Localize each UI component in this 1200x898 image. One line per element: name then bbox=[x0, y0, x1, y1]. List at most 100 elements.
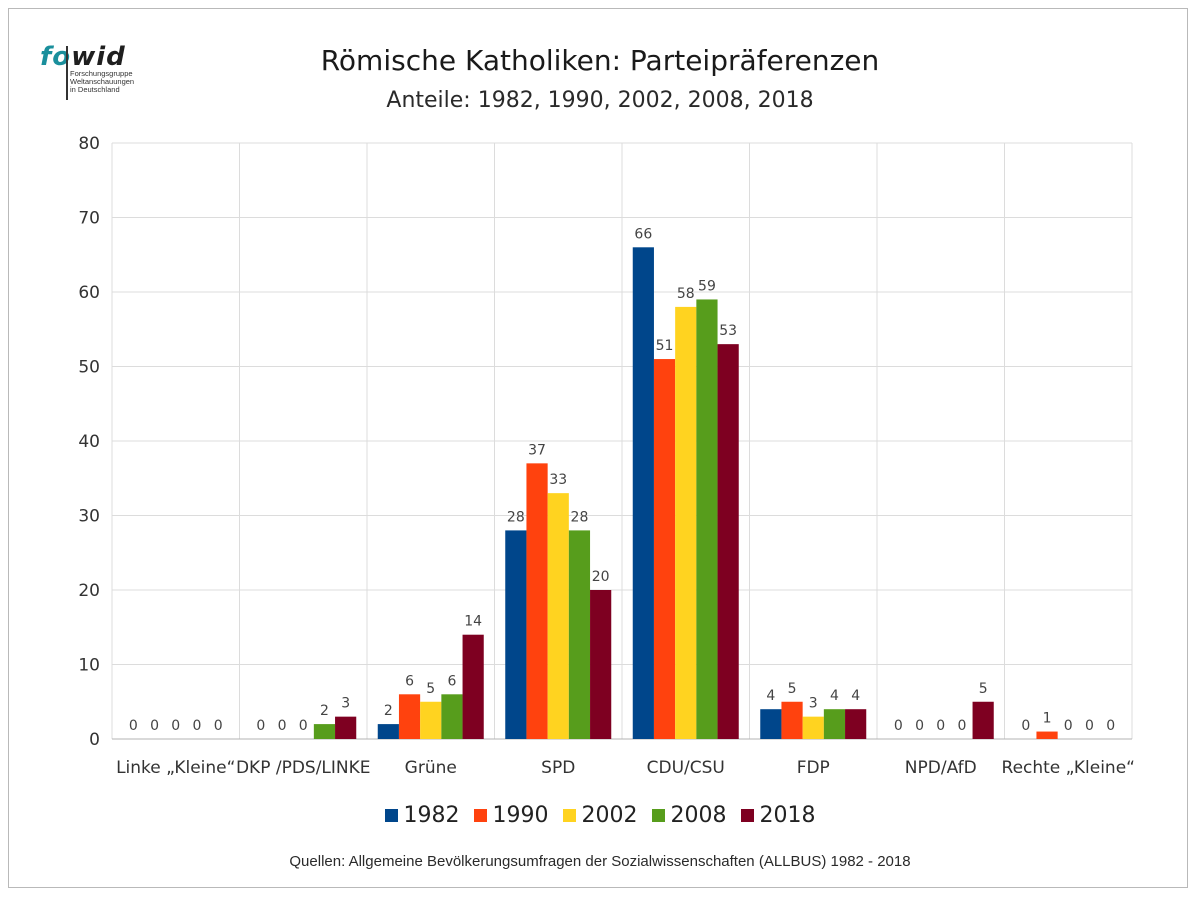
bar-2018 bbox=[845, 709, 867, 739]
bar-2008 bbox=[568, 530, 591, 739]
x-tick-label: FDP bbox=[797, 758, 830, 778]
data-label: 0 bbox=[129, 718, 138, 734]
data-label: 6 bbox=[447, 673, 456, 689]
bar-1982 bbox=[377, 724, 399, 739]
data-label: 58 bbox=[677, 286, 695, 302]
legend-item: 2002 bbox=[562, 803, 638, 828]
data-label: 5 bbox=[426, 681, 435, 697]
bar-2002 bbox=[675, 306, 697, 739]
y-tick-label: 0 bbox=[89, 730, 100, 750]
fowid-logo: fowid Forschungsgruppe Weltanschauungen … bbox=[40, 42, 135, 100]
x-tick-label: SPD bbox=[541, 758, 575, 778]
legend-item: 2008 bbox=[651, 803, 727, 828]
bar-2002 bbox=[547, 493, 569, 739]
y-tick-label: 50 bbox=[78, 358, 100, 378]
legend-swatch bbox=[473, 809, 487, 822]
x-tick-label: Grüne bbox=[405, 758, 457, 778]
bar-2008 bbox=[441, 694, 463, 739]
logo-wordmark: fowid bbox=[40, 42, 126, 72]
legend-label: 2008 bbox=[670, 803, 727, 828]
data-label: 1 bbox=[1043, 711, 1052, 727]
data-label: 0 bbox=[915, 718, 924, 734]
legend-item: 2018 bbox=[740, 803, 816, 828]
legend-label: 2018 bbox=[759, 803, 816, 828]
data-label: 0 bbox=[256, 718, 265, 734]
data-label: 5 bbox=[788, 681, 797, 697]
chart-subtitle: Anteile: 1982, 1990, 2002, 2008, 2018 bbox=[386, 88, 814, 113]
logo-line-1: Forschungsgruppe bbox=[70, 69, 133, 78]
data-label: 0 bbox=[1021, 718, 1030, 734]
bar-1990 bbox=[1036, 731, 1058, 739]
x-tick-label: DKP /PDS/LINKE bbox=[236, 758, 371, 778]
bar-1982 bbox=[632, 247, 654, 740]
data-label: 0 bbox=[278, 718, 287, 734]
bar-1990 bbox=[398, 694, 421, 739]
data-label: 20 bbox=[592, 569, 610, 585]
x-tick-label: CDU/CSU bbox=[647, 758, 725, 778]
source-note: Quellen: Allgemeine Bevölkerungsumfragen… bbox=[289, 853, 911, 870]
data-label: 14 bbox=[464, 614, 482, 630]
data-label: 28 bbox=[507, 509, 525, 525]
data-label: 0 bbox=[192, 718, 201, 734]
data-label: 28 bbox=[571, 509, 589, 525]
logo-line-2: Weltanschauungen bbox=[70, 77, 135, 86]
data-label: 0 bbox=[894, 718, 903, 734]
bar-2018 bbox=[972, 701, 994, 739]
y-tick-label: 60 bbox=[78, 283, 100, 303]
data-label: 66 bbox=[634, 226, 652, 242]
bar-2018 bbox=[335, 716, 357, 739]
bar-1982 bbox=[505, 530, 527, 739]
bar-2018 bbox=[717, 344, 739, 739]
y-tick-label: 70 bbox=[78, 209, 100, 229]
legend-label: 2002 bbox=[581, 803, 638, 828]
bar-1990 bbox=[526, 463, 548, 739]
data-label: 53 bbox=[719, 323, 737, 339]
x-tick-label: Rechte „Kleine“ bbox=[1002, 758, 1135, 778]
data-label: 0 bbox=[957, 718, 966, 734]
data-label: 0 bbox=[1085, 718, 1094, 734]
data-label: 33 bbox=[549, 472, 567, 488]
chart-frame bbox=[8, 8, 1188, 888]
bar-2008 bbox=[823, 709, 846, 739]
y-tick-label: 30 bbox=[78, 507, 100, 527]
data-label: 0 bbox=[150, 718, 159, 734]
bar-2008 bbox=[696, 299, 718, 739]
data-label: 51 bbox=[656, 338, 674, 354]
data-label: 37 bbox=[528, 442, 546, 458]
x-tick-label: Linke „Kleine“ bbox=[116, 758, 235, 778]
data-label: 0 bbox=[171, 718, 180, 734]
data-label: 0 bbox=[936, 718, 945, 734]
legend: 1982 1990 2002 2008 2018 bbox=[0, 803, 1200, 828]
legend-label: 1990 bbox=[492, 803, 549, 828]
data-label: 2 bbox=[320, 703, 329, 719]
data-label: 0 bbox=[1106, 718, 1115, 734]
legend-swatch bbox=[384, 809, 398, 822]
bar-2002 bbox=[802, 716, 824, 739]
logo-divider bbox=[66, 46, 68, 100]
data-label: 3 bbox=[809, 696, 818, 712]
bar-1982 bbox=[760, 709, 782, 739]
data-label: 6 bbox=[405, 673, 414, 689]
data-label: 0 bbox=[1064, 718, 1073, 734]
data-label: 4 bbox=[851, 688, 860, 704]
data-label: 5 bbox=[979, 681, 988, 697]
legend-swatch bbox=[740, 809, 754, 822]
legend-swatch bbox=[562, 809, 576, 822]
chart-title: Römische Katholiken: Parteipräferenzen bbox=[320, 44, 880, 77]
bar-2018 bbox=[462, 634, 484, 739]
legend-label: 1982 bbox=[403, 803, 460, 828]
data-label: 59 bbox=[698, 278, 716, 294]
legend-item: 1982 bbox=[384, 803, 460, 828]
logo-line-3: in Deutschland bbox=[70, 85, 120, 94]
data-label: 3 bbox=[341, 696, 350, 712]
x-tick-label: NPD/AfD bbox=[905, 758, 977, 778]
y-tick-label: 20 bbox=[78, 581, 100, 601]
bar-1990 bbox=[653, 359, 676, 739]
y-tick-label: 80 bbox=[78, 134, 100, 154]
data-label: 0 bbox=[299, 718, 308, 734]
legend-item: 1990 bbox=[473, 803, 549, 828]
legend-swatch bbox=[651, 809, 665, 822]
y-tick-label: 40 bbox=[78, 432, 100, 452]
bar-2008 bbox=[313, 724, 336, 739]
